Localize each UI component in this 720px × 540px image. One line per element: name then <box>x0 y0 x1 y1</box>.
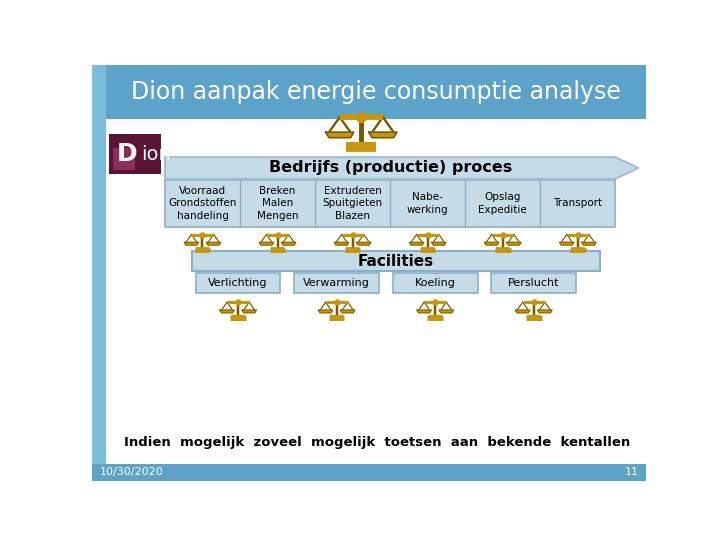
Polygon shape <box>325 132 354 138</box>
Polygon shape <box>231 315 245 318</box>
Bar <box>109 134 161 174</box>
Polygon shape <box>341 310 355 313</box>
Polygon shape <box>496 248 510 250</box>
Text: D: D <box>117 142 137 166</box>
Polygon shape <box>516 310 530 313</box>
Polygon shape <box>184 242 199 245</box>
Bar <box>294 273 379 293</box>
Bar <box>192 251 600 271</box>
Bar <box>165 180 616 226</box>
Text: Breken
Malen
Mengen: Breken Malen Mengen <box>257 186 298 221</box>
Bar <box>92 464 647 481</box>
Polygon shape <box>421 248 434 250</box>
Text: Indien  mogelijk  zoveel  mogelijk  toetsen  aan  bekende  kentallen: Indien mogelijk zoveel mogelijk toetsen … <box>124 436 630 449</box>
Polygon shape <box>318 310 333 313</box>
Polygon shape <box>527 315 541 318</box>
Text: Koeling: Koeling <box>415 278 456 288</box>
Bar <box>196 273 281 293</box>
Polygon shape <box>538 310 552 313</box>
Polygon shape <box>369 132 397 138</box>
Text: 11: 11 <box>624 467 639 477</box>
Polygon shape <box>507 242 521 245</box>
Polygon shape <box>417 310 431 313</box>
Text: ion: ion <box>141 145 171 164</box>
Polygon shape <box>356 242 371 245</box>
Text: Nabe-
werking: Nabe- werking <box>407 192 449 214</box>
Polygon shape <box>271 248 284 250</box>
Polygon shape <box>559 242 574 245</box>
Polygon shape <box>410 242 424 245</box>
Polygon shape <box>330 315 343 318</box>
Bar <box>92 119 106 464</box>
Polygon shape <box>196 248 209 250</box>
Text: Perslucht: Perslucht <box>508 278 559 288</box>
Polygon shape <box>207 242 221 245</box>
Text: Dion aanpak energie consumptie analyse: Dion aanpak energie consumptie analyse <box>131 80 621 104</box>
Text: Bedrijfs (productie) proces: Bedrijfs (productie) proces <box>269 160 512 176</box>
Polygon shape <box>485 242 499 245</box>
Text: 10/30/2020: 10/30/2020 <box>99 467 163 477</box>
Bar <box>393 273 477 293</box>
Polygon shape <box>346 248 359 250</box>
Text: Verlichting: Verlichting <box>208 278 268 288</box>
Text: Extruderen
Spuitgieten
Blazen: Extruderen Spuitgieten Blazen <box>323 186 383 221</box>
Text: Voorraad
Grondstoffen
handeling: Voorraad Grondstoffen handeling <box>168 186 237 221</box>
Bar <box>113 148 135 170</box>
Polygon shape <box>165 157 639 179</box>
Polygon shape <box>582 242 596 245</box>
Polygon shape <box>220 310 234 313</box>
Polygon shape <box>348 143 374 147</box>
Text: Transport: Transport <box>553 198 603 208</box>
Polygon shape <box>428 315 442 318</box>
Bar <box>92 65 106 119</box>
Bar <box>106 65 647 119</box>
Bar <box>492 273 576 293</box>
Text: Verwarming: Verwarming <box>303 278 370 288</box>
Polygon shape <box>431 242 446 245</box>
Text: Opslag
Expeditie: Opslag Expeditie <box>478 192 527 214</box>
Text: Facilities: Facilities <box>358 254 434 268</box>
Polygon shape <box>282 242 296 245</box>
Polygon shape <box>571 248 585 250</box>
Polygon shape <box>334 242 348 245</box>
Polygon shape <box>439 310 454 313</box>
Polygon shape <box>242 310 256 313</box>
Polygon shape <box>259 242 274 245</box>
